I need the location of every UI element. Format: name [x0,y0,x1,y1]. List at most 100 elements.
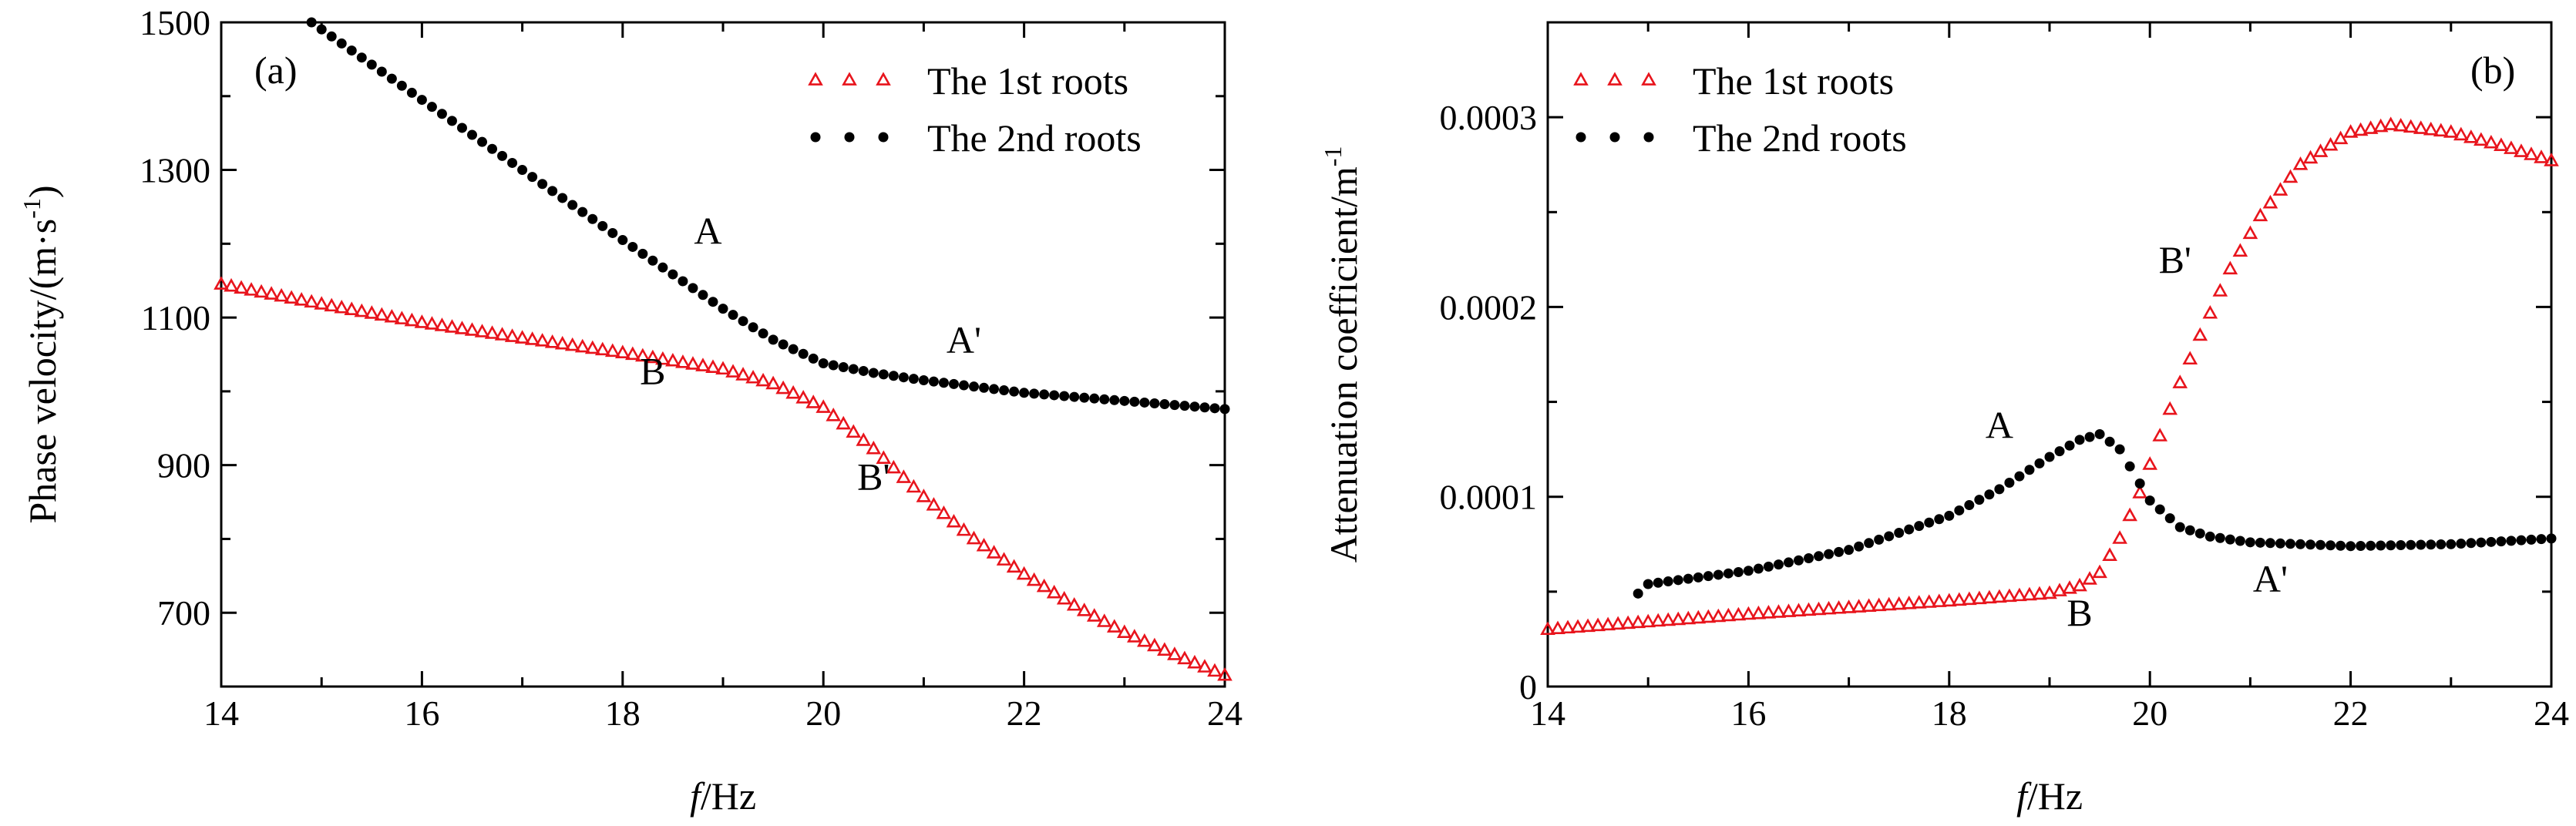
data-point-2nd-roots [2074,435,2085,445]
data-point-2nd-roots [2245,537,2255,548]
data-point-2nd-roots [446,116,457,126]
legend-symbol-1st-roots [1573,72,1589,86]
data-point-1st-roots [976,537,992,552]
data-point-1st-roots [2342,124,2359,138]
data-point-2nd-roots [1109,395,1120,405]
data-point-1st-roots [2494,137,2509,151]
data-point-1st-roots [2162,401,2178,415]
data-point-1st-roots [1740,606,1757,620]
data-point-2nd-roots [1844,545,1855,556]
x-tick-label: 14 [203,693,239,733]
panel-a-phase-velocity: 14 16 18 20 22 24 700 900 1100 1300 1500 (a) The 1… [18,3,1243,818]
data-point-1st-roots [1791,603,1807,617]
data-point-1st-roots [1871,597,1887,612]
data-point-1st-roots [314,296,330,310]
data-point-1st-roots [1952,592,1967,606]
data-point-2nd-roots [366,59,377,70]
data-point-1st-roots [1781,603,1797,617]
data-point-1st-roots [1217,667,1233,681]
data-point-2nd-roots [2214,532,2225,543]
data-point-1st-roots [906,478,922,493]
data-point-2nd-roots [2144,495,2155,506]
data-point-2nd-roots [1653,577,1663,588]
panel-a-legend: The 1st roots The 2nd roots [808,59,1142,159]
data-point-2nd-roots [1944,510,1955,521]
data-point-1st-roots [665,352,681,367]
data-point-1st-roots [1147,637,1162,652]
data-point-2nd-roots [436,109,447,119]
data-point-1st-roots [2102,547,2117,561]
y-tick-label: 0.0002 [1440,287,1538,327]
y-tick-label: 900 [157,446,210,485]
data-point-2nd-roots [1039,389,1050,400]
data-point-2nd-roots [1099,394,1110,405]
data-point-1st-roots [1026,572,1042,586]
x-tick-label: 18 [605,693,641,733]
data-point-1st-roots [966,530,982,545]
data-point-1st-roots [1821,600,1837,615]
data-point-2nd-roots [1633,588,1643,599]
panel-b-legend-2nd-roots: The 2nd roots [1693,116,1907,159]
data-point-1st-roots [2352,122,2369,136]
data-point-2nd-roots [1129,396,1140,407]
data-point-1st-roots [534,333,550,347]
x-tick-label: 22 [2333,693,2369,733]
data-point-1st-roots [254,284,269,298]
data-point-1st-roots [2142,456,2158,470]
data-point-2nd-roots [1854,541,1865,552]
y-tick-label: 1500 [140,3,210,42]
y-tick-label: 1100 [141,298,210,337]
data-point-1st-roots [1016,566,1032,580]
data-point-2nd-roots [2476,537,2487,548]
data-point-1st-roots [1750,605,1767,620]
data-point-1st-roots [464,322,480,336]
data-point-2nd-roots [1189,401,1200,412]
panel-a-annotation-A-prime: A' [947,318,981,361]
data-point-1st-roots [2383,116,2399,130]
data-point-1st-roots [1982,589,1997,604]
data-point-1st-roots [2262,194,2278,209]
data-point-2nd-roots [1663,576,1673,587]
data-point-1st-roots [1127,629,1142,643]
data-point-1st-roots [745,369,761,384]
panel-b-tick-labels: 14 16 18 20 22 24 0 0.0001 0.0002 0.0003 [1440,98,2570,733]
data-point-1st-roots [2232,243,2248,257]
data-point-2nd-roots [2265,538,2275,549]
data-point-2nd-roots [2486,536,2497,547]
panel-a-label: (a) [254,49,298,92]
data-point-2nd-roots [979,382,990,393]
panel-a-legend-marker-1st-roots [808,72,891,86]
data-point-1st-roots [725,364,741,378]
data-point-2nd-roots [768,334,779,345]
data-point-2nd-roots [868,368,879,378]
data-point-1st-roots [594,341,610,356]
data-point-1st-roots [364,305,380,319]
data-point-1st-roots [876,450,892,464]
data-point-2nd-roots [1733,566,1744,577]
data-point-1st-roots [454,321,470,334]
panel-a-legend-2nd-roots: The 2nd roots [927,116,1142,159]
data-point-1st-roots [1620,615,1636,630]
panel-a-x-axis-unit: /Hz [701,774,756,818]
data-point-2nd-roots [2094,428,2105,439]
data-point-1st-roots [2403,119,2419,133]
data-point-1st-roots [334,299,350,314]
data-point-2nd-roots [1199,402,1210,413]
data-point-1st-roots [1861,598,1877,612]
data-point-2nd-roots [497,150,508,161]
data-point-2nd-roots [2446,539,2457,549]
data-point-2nd-roots [1059,391,1070,401]
data-point-1st-roots [2132,485,2147,499]
data-point-2nd-roots [878,369,889,380]
data-point-1st-roots [896,469,912,483]
data-point-1st-roots [1187,654,1202,669]
data-point-2nd-roots [627,241,638,252]
data-point-1st-roots [304,294,319,308]
data-point-1st-roots [2052,583,2067,596]
data-point-1st-roots [826,408,842,421]
data-point-2nd-roots [2014,471,2025,482]
data-point-1st-roots [1911,595,1927,609]
data-point-1st-roots [2122,507,2137,522]
data-point-2nd-roots [2024,465,2035,475]
panel-b-series-1st-roots [1540,116,2559,636]
